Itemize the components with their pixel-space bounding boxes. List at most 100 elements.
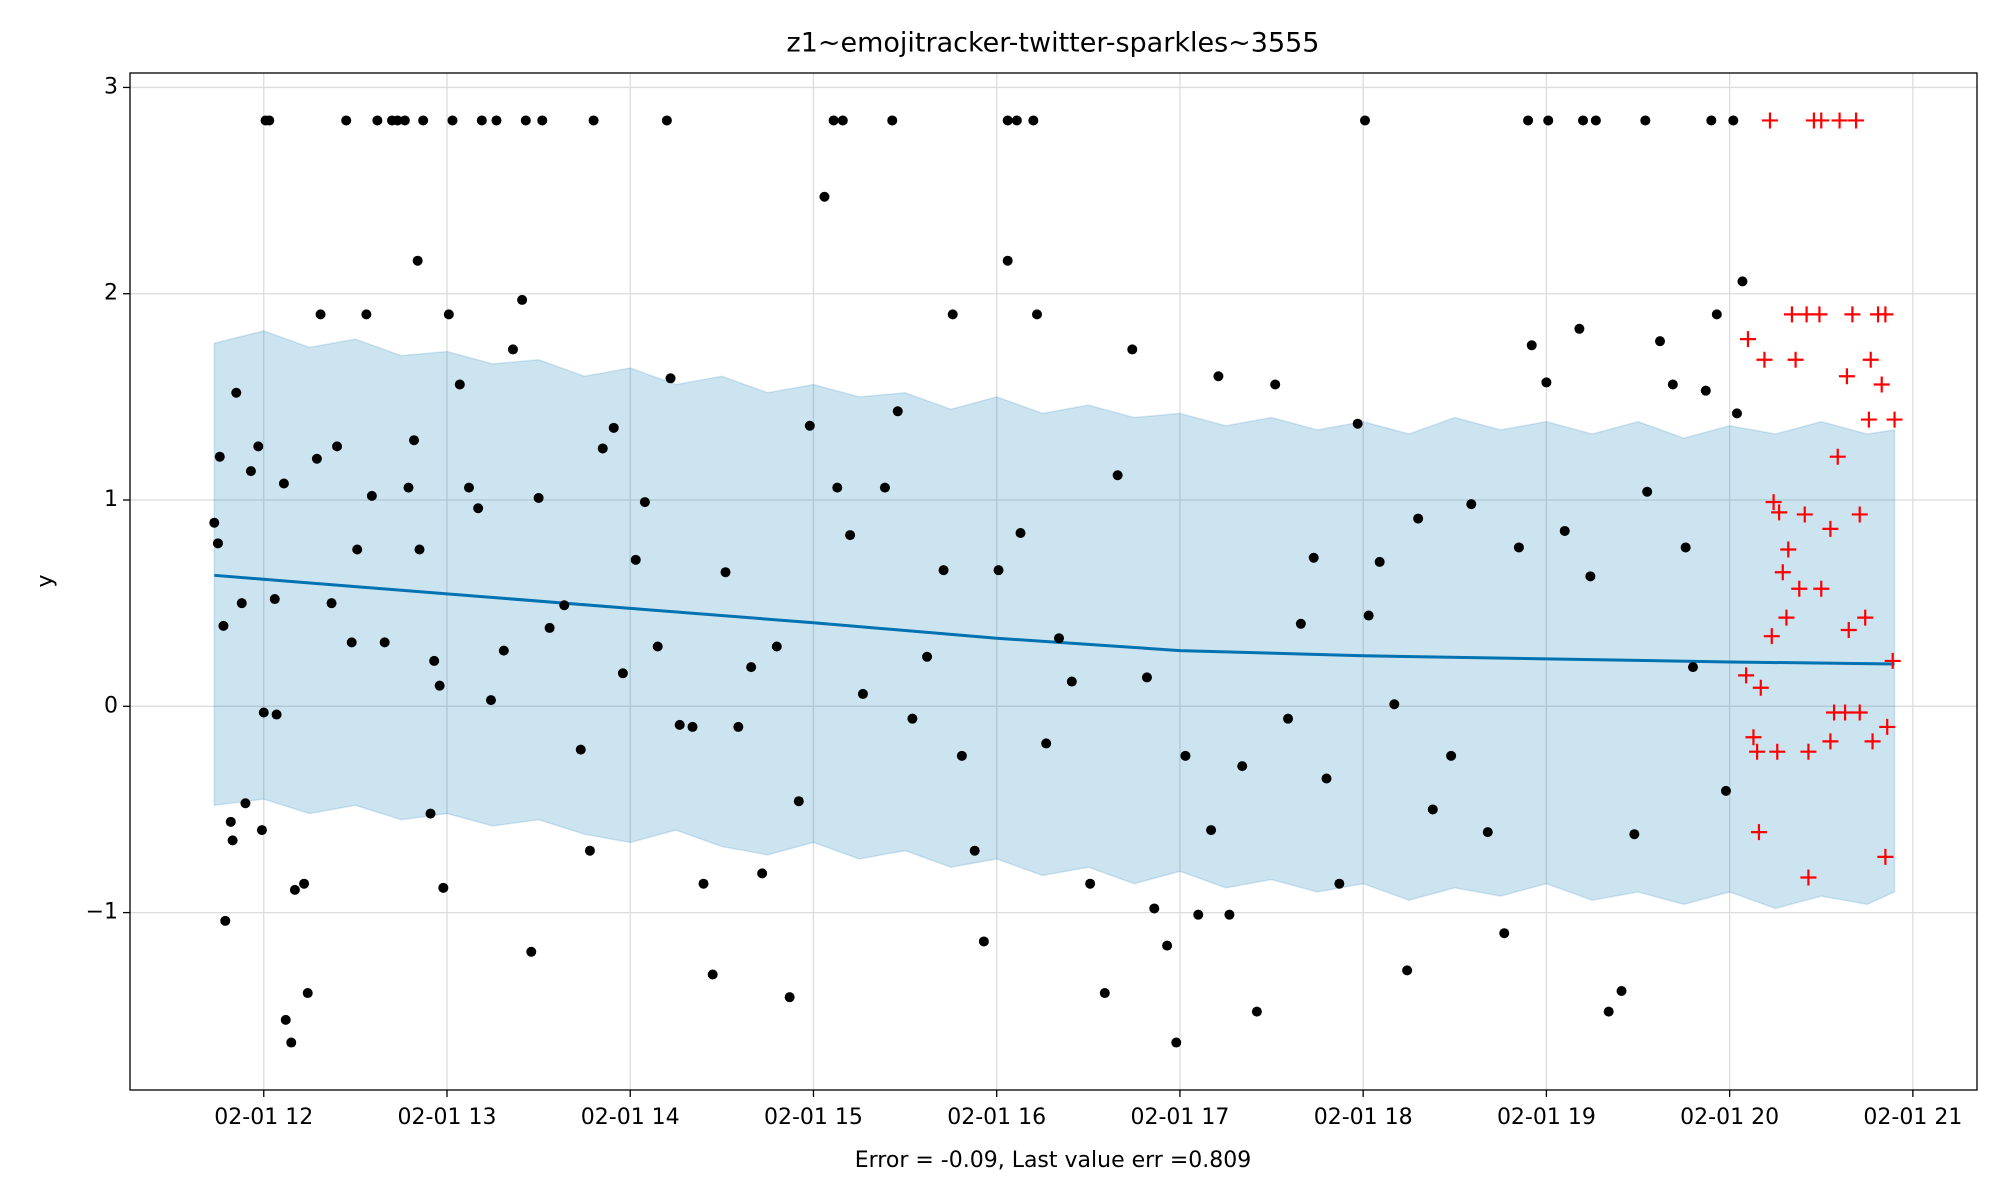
observed-point xyxy=(978,936,989,947)
observed-point xyxy=(412,255,423,266)
observed-point xyxy=(1680,542,1691,553)
observed-point xyxy=(1359,115,1370,126)
future-point xyxy=(1756,351,1773,368)
observed-point xyxy=(429,655,440,666)
observed-point xyxy=(434,680,445,691)
future-point xyxy=(1851,506,1868,523)
observed-point xyxy=(271,709,282,720)
observed-point xyxy=(526,946,537,957)
observed-point xyxy=(1667,379,1678,390)
observed-point xyxy=(746,662,757,673)
observed-point xyxy=(1295,618,1306,629)
x-tick-label: 02-01 16 xyxy=(947,1105,1046,1130)
x-tick-label: 02-01 21 xyxy=(1863,1105,1962,1130)
observed-point xyxy=(447,115,458,126)
observed-point xyxy=(1237,761,1248,772)
trend-line xyxy=(214,573,1895,666)
observed-point xyxy=(1389,699,1400,710)
observed-point xyxy=(379,637,390,648)
observed-point xyxy=(1180,750,1191,761)
observed-point xyxy=(630,554,641,565)
observed-point xyxy=(1578,115,1589,126)
observed-point xyxy=(425,808,436,819)
y-tick-label: −1 xyxy=(86,900,118,925)
observed-point xyxy=(1629,829,1640,840)
observed-point xyxy=(608,422,619,433)
observed-point xyxy=(1032,309,1043,320)
future-point xyxy=(1750,824,1767,841)
observed-point xyxy=(1141,672,1152,683)
observed-point xyxy=(1513,542,1524,553)
x-axis-label: Error = -0.09, Last value err =0.809 xyxy=(855,1148,1252,1173)
observed-point xyxy=(1466,499,1477,510)
future-point xyxy=(1787,351,1804,368)
future-point xyxy=(1860,411,1877,428)
observed-point xyxy=(1720,785,1731,796)
future-point xyxy=(1765,494,1782,511)
observed-point xyxy=(639,497,650,508)
observed-point xyxy=(1011,115,1022,126)
observed-point xyxy=(956,750,967,761)
observed-point xyxy=(1085,878,1096,889)
observed-point xyxy=(463,482,474,493)
observed-point xyxy=(1728,115,1739,126)
observed-point xyxy=(828,115,839,126)
observed-point xyxy=(1149,903,1160,914)
future-point xyxy=(1813,580,1830,597)
observed-point xyxy=(485,695,496,706)
observed-point xyxy=(652,641,663,652)
observed-point xyxy=(231,387,242,398)
observed-point xyxy=(784,992,795,1003)
future-point xyxy=(1745,729,1762,746)
axes: 02-01 12 02-01 13 02-01 14 02-01 15 02-01 16… xyxy=(86,74,1963,1130)
observed-point xyxy=(361,309,372,320)
future-point xyxy=(1780,541,1797,558)
future-point xyxy=(1761,112,1778,129)
observed-point xyxy=(1541,377,1552,388)
observed-point xyxy=(1334,878,1345,889)
observed-point xyxy=(473,503,484,514)
observed-point xyxy=(1543,115,1554,126)
observed-point xyxy=(218,620,229,631)
future-point xyxy=(1862,351,1879,368)
future-point xyxy=(1838,368,1855,385)
future-point xyxy=(1840,621,1857,638)
observed-point xyxy=(1737,276,1748,287)
x-tick-label: 02-01 17 xyxy=(1130,1105,1229,1130)
observed-point xyxy=(264,115,275,126)
observed-point xyxy=(491,115,502,126)
future-point xyxy=(1752,679,1769,696)
observed-point xyxy=(289,884,300,895)
future-point xyxy=(1886,411,1903,428)
observed-point xyxy=(1352,418,1363,429)
future-point xyxy=(1837,704,1854,721)
observed-point xyxy=(258,707,269,718)
observed-point xyxy=(498,645,509,656)
observed-point xyxy=(819,191,830,202)
observed-point xyxy=(1603,1006,1614,1017)
observed-point xyxy=(1374,556,1385,567)
observed-point xyxy=(1446,750,1457,761)
observed-point xyxy=(1523,115,1534,126)
x-tick-label: 02-01 18 xyxy=(1314,1105,1413,1130)
observed-point xyxy=(253,441,264,452)
future-point xyxy=(1829,448,1846,465)
observed-point xyxy=(1002,115,1013,126)
observed-point xyxy=(414,544,425,555)
observed-point xyxy=(793,796,804,807)
future-point xyxy=(1774,564,1791,581)
future-point xyxy=(1783,306,1800,323)
future-point xyxy=(1763,628,1780,645)
y-tick-label: 2 xyxy=(104,281,118,306)
uncertainty-band xyxy=(213,330,1896,910)
observed-point xyxy=(227,835,238,846)
observed-point xyxy=(993,565,1004,576)
future-point xyxy=(1831,112,1848,129)
future-point xyxy=(1822,520,1839,537)
observed-point xyxy=(1206,825,1217,836)
future-point xyxy=(1771,504,1788,521)
future-point xyxy=(1796,506,1813,523)
observed-point xyxy=(517,294,528,305)
x-tick-label: 02-01 15 xyxy=(764,1105,863,1130)
future-point xyxy=(1811,306,1828,323)
